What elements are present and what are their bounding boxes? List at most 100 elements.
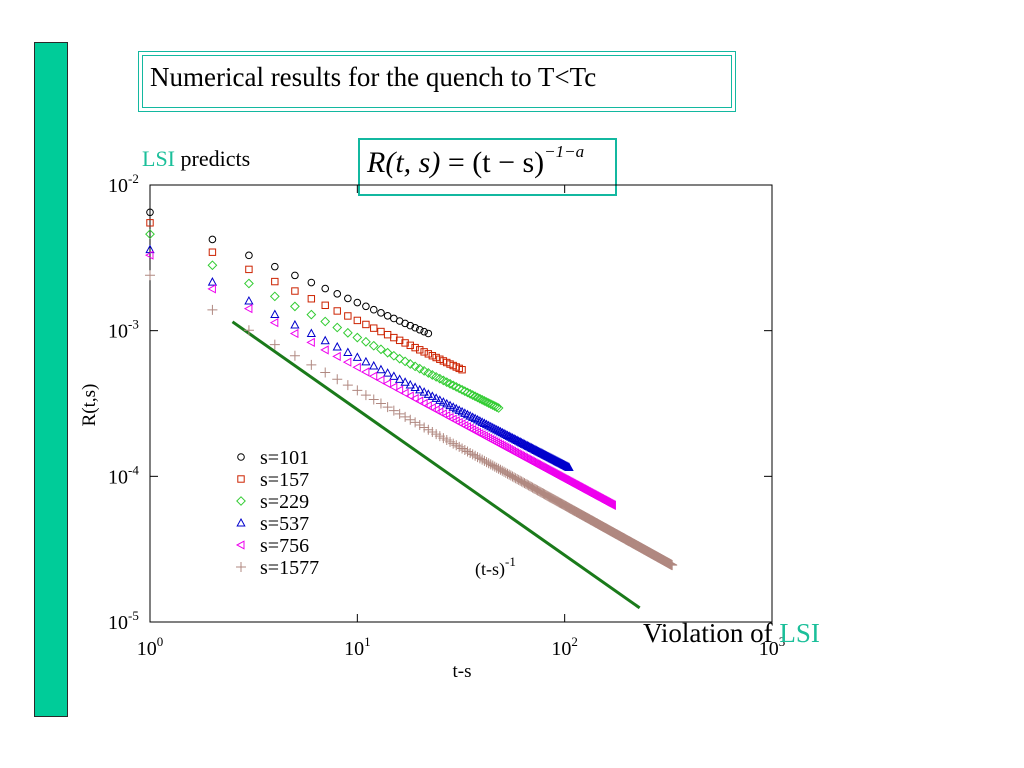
- legend-label: s=1577: [260, 557, 319, 579]
- title-frame: [138, 51, 736, 112]
- data-point: [395, 374, 405, 383]
- data-point: [388, 350, 399, 361]
- legend-marker: [237, 475, 245, 483]
- data-point: [493, 403, 504, 413]
- data-point: [332, 351, 341, 362]
- data-point: [400, 388, 409, 398]
- data-point: [488, 422, 498, 432]
- data-point: [532, 446, 543, 455]
- data-point: [472, 452, 483, 463]
- legend-label: s=157: [260, 469, 309, 491]
- data-point: [474, 393, 485, 404]
- data-point: [388, 382, 398, 392]
- data-point: [431, 393, 441, 402]
- data-point: [411, 323, 419, 332]
- data-point: [388, 405, 399, 416]
- data-point: [362, 320, 370, 329]
- violation-lsi-accent: LSI: [779, 618, 820, 648]
- data-point: [244, 296, 254, 305]
- data-point: [481, 419, 492, 429]
- data-point: [522, 479, 533, 490]
- data-point: [320, 345, 329, 355]
- data-point: [420, 327, 428, 336]
- legend-label: s=756: [260, 535, 309, 557]
- data-point: [320, 335, 330, 345]
- data-point: [353, 298, 362, 307]
- data-point: [245, 251, 253, 260]
- data-point: [477, 417, 487, 426]
- data-point: [479, 455, 490, 466]
- data-point: [486, 421, 496, 431]
- data-point: [320, 316, 331, 327]
- axis-ticks: 100 101 102 103 10-5 10-4 10-3 10-2: [108, 171, 785, 660]
- data-point: [419, 387, 429, 396]
- data-point: [244, 278, 254, 289]
- data-point: [145, 270, 155, 281]
- data-point: [427, 391, 437, 400]
- data-point: [383, 330, 392, 339]
- y-tick-label: 10-4: [108, 462, 139, 488]
- data-point: [531, 445, 541, 454]
- data-point: [414, 396, 424, 406]
- legend-marker: [236, 496, 246, 506]
- data-point: [306, 309, 317, 320]
- data-point: [405, 359, 416, 369]
- data-point: [410, 382, 420, 391]
- data-point: [269, 339, 280, 350]
- data-point: [435, 395, 445, 404]
- data-point: [368, 371, 378, 381]
- x-tick-label: 101: [344, 634, 371, 660]
- data-point: [321, 284, 330, 293]
- data-point: [289, 350, 300, 361]
- data-point: [405, 379, 415, 389]
- data-point: [342, 357, 352, 367]
- data-point: [470, 450, 481, 461]
- data-point: [333, 290, 342, 298]
- reference-line-label: (t-s)-1: [475, 554, 516, 580]
- data-point: [462, 387, 473, 398]
- data-point: [401, 319, 409, 328]
- data-point: [410, 417, 421, 428]
- data-point: [400, 356, 411, 367]
- series-s=537: [145, 244, 574, 472]
- data-point: [493, 425, 504, 435]
- data-point: [146, 208, 154, 217]
- legend-label: s=229: [260, 491, 309, 513]
- data-point: [520, 478, 531, 489]
- data-point: [401, 339, 409, 347]
- data-point: [479, 418, 490, 427]
- data-point: [477, 454, 488, 465]
- data-point: [467, 449, 478, 460]
- data-point: [667, 560, 678, 571]
- data-point: [146, 219, 154, 227]
- data-point: [405, 414, 416, 425]
- data-point: [332, 374, 343, 385]
- data-point: [360, 367, 370, 377]
- data-point: [445, 378, 455, 389]
- data-point: [395, 336, 404, 345]
- data-point: [321, 301, 329, 309]
- data-point: [518, 477, 529, 488]
- data-point: [423, 424, 434, 435]
- data-point: [419, 398, 428, 409]
- data-point: [245, 265, 253, 274]
- reference-line-group: (t-s)-1: [231, 320, 641, 610]
- reference-line: [231, 320, 641, 610]
- data-point: [382, 368, 393, 377]
- data-point: [144, 250, 154, 260]
- data-point: [291, 271, 299, 280]
- x-tick-label: 103: [759, 634, 786, 660]
- data-point: [342, 380, 353, 391]
- plot-frame: [149, 184, 773, 623]
- data-point: [290, 319, 300, 329]
- data-point: [383, 311, 392, 320]
- data-point: [344, 294, 352, 303]
- data-point: [376, 344, 386, 355]
- data-point: [454, 383, 465, 394]
- data-point: [306, 337, 315, 348]
- y-tick-label: 10-2: [108, 171, 139, 197]
- data-point: [410, 361, 421, 372]
- data-point: [208, 248, 217, 256]
- data-point: [475, 416, 485, 425]
